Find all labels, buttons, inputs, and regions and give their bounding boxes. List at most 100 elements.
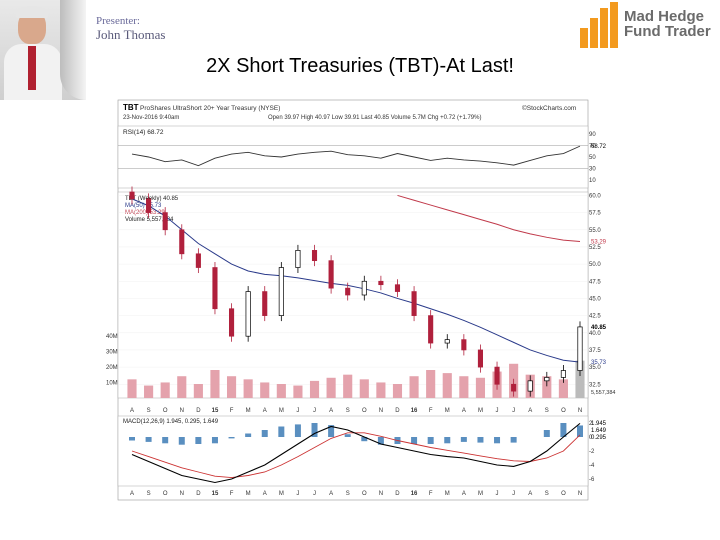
x-tick-label-bottom: A [329,491,333,497]
macd-histogram-bar [294,424,301,437]
volume-bar [260,382,270,398]
macd-histogram-bar [427,437,434,444]
volume-bar [293,385,303,398]
price-candle-body [295,250,301,268]
rsi-panel: RSI(14) 68.72 90 70 50 30 10 68.72 [117,125,607,189]
x-tick-label: A [329,408,333,414]
x-tick-label-bottom: S [346,491,350,497]
logo-text: Mad Hedge Fund Trader [624,9,711,39]
price-candle-body [494,366,500,385]
macd-histogram-bar [560,423,567,437]
macd-last-label: 1.945 [591,421,607,427]
volume-bar [392,384,403,398]
price-legend-entry: MA(50) 35.73 [125,203,162,209]
macd-histogram-bar [211,437,218,444]
rsi-line [131,145,581,167]
macd-tick-label: -4 [589,463,595,469]
x-tick-label: S [346,408,350,414]
macd-histogram-bar [145,437,152,442]
presenter-photo [0,0,86,100]
volume-bar [226,376,237,398]
last-price-label: 40.85 [591,325,607,331]
volume-bar [359,379,369,398]
price-candle-body [394,284,401,292]
x-tick-label: O [362,408,367,414]
x-tick-label: M [246,408,251,414]
chart-header: TBT ProShares UltraShort 20+ Year Treasu… [123,103,576,121]
volume-bar [475,377,486,398]
rsi-tick-label: 30 [589,167,596,173]
volume-tick-label: 40M [106,334,118,340]
x-axis: A A S S O O N N D D 15 15 F F M M A A M M J J J J A A S S O O N N D D 16 16… [130,408,582,497]
price-legend-entry: Volume 5,557,384 [125,217,174,223]
price-candle-body [262,291,268,316]
ma200-last-label: 53.29 [591,240,607,246]
macd-tick-label: -6 [589,477,595,483]
price-candle-body [146,198,152,213]
macd-signal-line [131,432,581,479]
price-candle-body [229,308,235,337]
x-tick-label: M [445,408,450,414]
x-tick-label-bottom: A [462,491,466,497]
logo-line2: Fund Trader [624,23,711,40]
price-tick-label: 35.0 [589,365,601,371]
x-tick-label-bottom: A [528,491,532,497]
price-candle-body [444,339,450,344]
chart-ticker: TBT [123,103,139,112]
macd-histogram-bar [510,437,517,443]
macd-line [131,422,581,484]
macd-tick-label: 0 [589,435,593,441]
x-tick-label-bottom: 15 [212,491,219,497]
x-tick-label-bottom: 16 [411,491,418,497]
volume-last-label: 5,557,384 [591,390,615,396]
rsi-tick-label: 70 [589,143,596,149]
x-tick-label-bottom: N [180,491,184,497]
macd-last-label: 1.649 [591,428,607,434]
price-legend-entry: MA(200) 53.29 [125,210,165,216]
x-tick-label-bottom: M [478,491,483,497]
x-tick-label-bottom: M [246,491,251,497]
rsi-tick-label: 10 [589,178,596,184]
volume-bar [127,379,137,398]
volume-bar [144,385,154,398]
macd-histogram-bar [195,437,202,444]
x-tick-label: F [429,408,433,414]
chart-date: 23-Nov-2016 9:40am [123,115,179,121]
x-tick-label-bottom: M [279,491,284,497]
volume-bar [343,374,353,398]
x-tick-label-bottom: O [561,491,566,497]
x-tick-label-bottom: J [296,491,299,497]
x-tick-label: D [196,408,201,414]
presenter-name: John Thomas [96,27,166,42]
price-candle-body [311,250,318,262]
price-tick-label: 55.0 [589,228,601,234]
x-tick-label: M [478,408,483,414]
x-tick-label: N [379,408,383,414]
price-candle-body [162,212,168,231]
price-candle-body [577,326,583,371]
x-tick-label-bottom: F [230,491,234,497]
logo-bars-icon [580,2,618,48]
macd-histogram-bar [245,433,252,437]
volume-bar [575,360,585,398]
x-tick-label-bottom: J [512,491,515,497]
logo-line1: Mad Hedge [624,8,705,25]
slide-header: Presenter: John Thomas Mad Hedge Fund Tr… [0,0,720,100]
price-candle-body [245,291,251,337]
macd-tick-label: -2 [589,449,595,455]
x-tick-label-bottom: N [578,491,582,497]
macd-histogram-bar [460,437,467,442]
volume-bar [426,370,436,398]
rsi-last-label: 68.72 [591,144,607,150]
price-candle-body [345,287,351,296]
x-tick-label-bottom: A [130,491,134,497]
volume-bar [459,376,469,398]
macd-histogram-bar [162,437,169,444]
price-tick-label: 60.0 [589,193,601,199]
volume-bar [210,370,220,398]
presenter-label: Presenter: [96,15,140,27]
chart-security-name: ProShares UltraShort 20+ Year Treasury (… [140,105,280,112]
macd-histogram-bar [311,423,318,437]
macd-histogram-bar [411,437,418,444]
